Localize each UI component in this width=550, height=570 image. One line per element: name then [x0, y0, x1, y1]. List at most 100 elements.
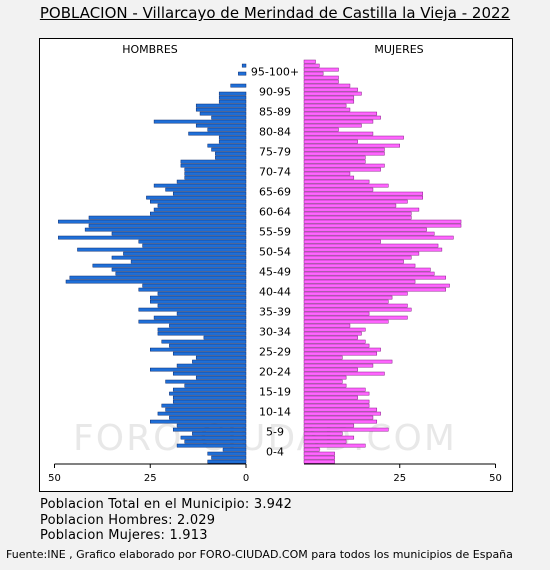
bar-hombres-age-87 — [199, 111, 247, 116]
bar-mujeres-age-80 — [303, 139, 358, 144]
bar-hombres-age-83 — [207, 127, 247, 132]
bar-mujeres-age-7 — [303, 431, 343, 436]
bar-hombres-age-27 — [172, 351, 247, 356]
bar-mujeres-age-56 — [303, 235, 454, 240]
age-label: 90-95 — [259, 86, 291, 99]
bar-mujeres-age-35 — [303, 319, 389, 324]
bar-mujeres-age-92 — [303, 91, 362, 96]
bar-mujeres-age-57 — [303, 231, 435, 236]
bar-hombres-age-5 — [184, 439, 247, 444]
bar-mujeres-age-18 — [303, 387, 366, 392]
x-tick-label: 50 — [489, 473, 502, 484]
bar-mujeres-age-74 — [303, 163, 385, 168]
bar-hombres-age-69 — [153, 183, 247, 188]
bar-hombres-age-82 — [188, 131, 247, 136]
age-label: 75-79 — [259, 146, 291, 159]
x-tick-label: 50 — [48, 473, 61, 484]
bar-mujeres-age-32 — [303, 331, 362, 336]
bar-hombres-age-92 — [218, 91, 247, 96]
page-title: POBLACION - Villarcayo de Merindad de Ca… — [39, 4, 511, 22]
bar-hombres-age-68 — [165, 187, 247, 192]
bar-mujeres-age-26 — [303, 355, 343, 360]
age-label: 10-14 — [259, 406, 291, 419]
bar-mujeres-age-72 — [303, 171, 351, 176]
bar-mujeres-age-73 — [303, 167, 381, 172]
bar-hombres-age-86 — [211, 115, 247, 120]
bar-mujeres-age-71 — [303, 175, 355, 180]
bar-hombres-age-73 — [184, 167, 247, 172]
bar-mujeres-age-55 — [303, 239, 381, 244]
bar-hombres-age-12 — [157, 411, 247, 416]
age-label: 70-74 — [259, 166, 291, 179]
bar-mujeres-age-23 — [303, 367, 358, 372]
bar-mujeres-age-47 — [303, 271, 435, 276]
x-tick-label: 25 — [144, 473, 157, 484]
bar-hombres-age-28 — [150, 347, 247, 352]
bar-mujeres-age-58 — [303, 227, 427, 232]
bar-mujeres-age-67 — [303, 191, 423, 196]
bar-mujeres-age-76 — [303, 155, 366, 160]
bar-hombres-age-48 — [111, 267, 247, 272]
bar-mujeres-age-27 — [303, 351, 378, 356]
bar-mujeres-age-77 — [303, 151, 385, 156]
bar-hombres-age-66 — [146, 195, 247, 200]
bar-hombres-age-37 — [176, 311, 247, 316]
bar-hombres-age-6 — [180, 435, 247, 440]
bar-mujeres-age-43 — [303, 287, 446, 292]
bar-mujeres-age-93 — [303, 87, 358, 92]
age-label: 95-100+ — [251, 66, 299, 79]
bar-hombres-age-17 — [169, 391, 247, 396]
bar-hombres-age-8 — [172, 427, 247, 432]
bar-mujeres-age-91 — [303, 95, 355, 100]
age-label: 20-24 — [259, 366, 291, 379]
bar-hombres-age-97 — [238, 71, 247, 76]
bar-mujeres-age-99 — [303, 63, 320, 68]
bar-hombres-age-22 — [172, 371, 247, 376]
bar-mujeres-age-22 — [303, 371, 385, 376]
age-label: 15-19 — [259, 386, 291, 399]
bar-mujeres-age-41 — [303, 295, 393, 300]
bar-hombres-age-71 — [184, 175, 247, 180]
bar-hombres-age-20 — [165, 379, 247, 384]
bar-mujeres-age-83 — [303, 127, 339, 132]
bar-hombres-age-81 — [218, 135, 247, 140]
x-axis: 50 25 0 25 50 — [48, 463, 502, 484]
bar-mujeres-age-2 — [303, 451, 335, 456]
bar-hombres-age-4 — [176, 443, 247, 448]
age-label: 25-29 — [259, 346, 291, 359]
bar-mujeres-age-37 — [303, 311, 370, 316]
bar-mujeres-age-13 — [303, 407, 378, 412]
bar-hombres-age-91 — [218, 95, 247, 100]
footer-source: Fuente:INE , Grafico elaborado por FORO-… — [6, 548, 513, 561]
bar-mujeres-age-70 — [303, 179, 370, 184]
bar-mujeres-age-85 — [303, 119, 374, 124]
bar-mujeres-age-45 — [303, 279, 416, 284]
stat-mujeres: Poblacion Mujeres: 1.913 — [40, 528, 208, 543]
bar-hombres-age-84 — [195, 123, 247, 128]
bar-hombres-age-41 — [150, 295, 247, 300]
bar-mujeres-age-60 — [303, 219, 462, 224]
bar-hombres-age-42 — [157, 291, 247, 296]
x-tick-label: 0 — [243, 473, 249, 484]
bar-hombres-age-89 — [195, 103, 247, 108]
bar-mujeres-age-5 — [303, 439, 347, 444]
bar-hombres-age-31 — [203, 335, 247, 340]
bar-mujeres-age-44 — [303, 283, 450, 288]
bar-hombres-age-63 — [153, 207, 247, 212]
bar-mujeres-age-51 — [303, 255, 412, 260]
bar-mujeres-age-90 — [303, 99, 355, 104]
bar-hombres-age-16 — [172, 395, 247, 400]
bar-hombres-age-61 — [88, 215, 247, 220]
bar-hombres-age-43 — [138, 287, 247, 292]
bar-mujeres-age-30 — [303, 339, 366, 344]
bar-mujeres-age-100 — [303, 59, 316, 64]
bar-hombres-age-64 — [157, 203, 247, 208]
bar-hombres-age-44 — [142, 283, 247, 288]
bar-mujeres-age-50 — [303, 259, 404, 264]
bar-hombres-age-36 — [153, 315, 247, 320]
bar-hombres-age-33 — [157, 327, 247, 332]
bar-hombres-age-34 — [169, 323, 247, 328]
bar-hombres-age-56 — [58, 235, 247, 240]
bar-hombres-age-99 — [241, 63, 247, 68]
bar-mujeres-age-82 — [303, 131, 374, 136]
